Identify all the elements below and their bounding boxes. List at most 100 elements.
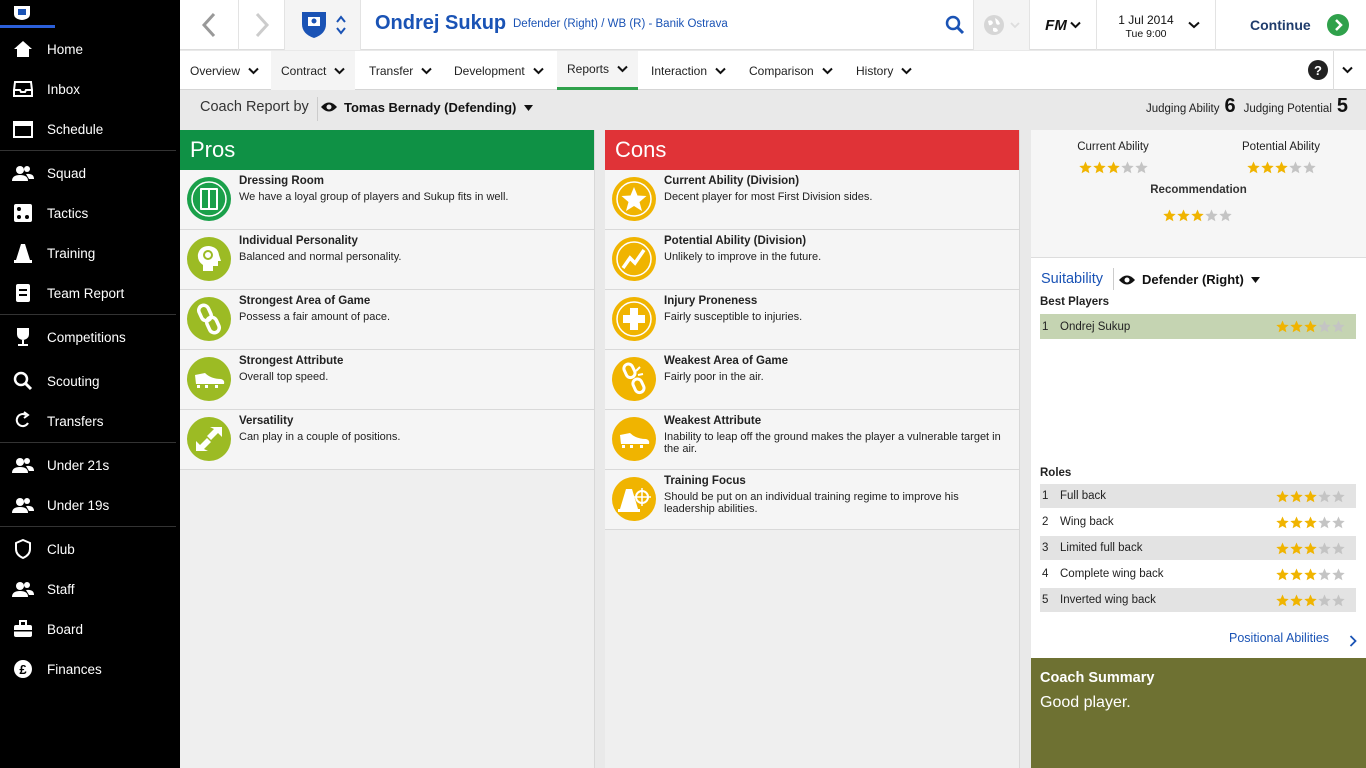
chevron-right-icon[interactable] (1349, 635, 1357, 647)
home-icon (12, 38, 34, 60)
divider (284, 0, 285, 50)
role-row[interactable]: 2 Wing back (1040, 510, 1356, 534)
sidebar-item-club[interactable]: Club (0, 529, 180, 569)
pound-icon: £ (12, 658, 34, 680)
forward-button[interactable] (239, 0, 284, 50)
cons-item[interactable]: Injury Proneness Fairly susceptible to i… (605, 290, 1019, 350)
star-filled-icon (1275, 161, 1288, 174)
cons-item[interactable]: Training Focus Should be put on an indiv… (605, 470, 1019, 530)
pros-item[interactable]: Versatility Can play in a couple of posi… (180, 410, 594, 470)
star-filled-icon (1107, 161, 1120, 174)
chain-icon (187, 297, 231, 341)
sidebar-item-training[interactable]: Training (0, 233, 180, 273)
role-row[interactable]: 3 Limited full back (1040, 536, 1356, 560)
sidebar-item-home[interactable]: Home (0, 29, 180, 69)
current-ability-label: Current Ability (1077, 141, 1149, 153)
star-empty-icon (1332, 568, 1345, 580)
search-button[interactable] (937, 0, 973, 50)
caret-down-icon[interactable] (1251, 277, 1260, 283)
tab-reports[interactable]: Reports (557, 51, 639, 90)
star-empty-icon (1303, 161, 1316, 174)
fm-logo: FM (1045, 16, 1067, 34)
coach-summary-panel: Coach Summary Good player. (1031, 658, 1366, 768)
judging-info: Judging Ability 6 Judging Potential 5 (1146, 95, 1348, 118)
position-selector[interactable]: Defender (Right) (1142, 272, 1244, 287)
club-selector-button[interactable] (285, 0, 360, 50)
sidebar-item-label: Finances (47, 661, 102, 677)
chevron-down-icon[interactable] (1342, 66, 1353, 74)
sidebar-item-competitions[interactable]: Competitions (0, 317, 180, 357)
role-rank: 3 (1042, 542, 1049, 554)
globe-menu-button[interactable] (974, 0, 1029, 50)
star-filled-icon (1177, 209, 1190, 222)
tab-interaction[interactable]: Interaction (651, 51, 726, 90)
sidebar-item-scouting[interactable]: Scouting (0, 361, 180, 401)
sidebar-item-label: Squad (47, 165, 87, 181)
chevron-down-icon[interactable] (1188, 21, 1200, 29)
transfer-icon (12, 410, 34, 432)
club-crest-icon[interactable] (12, 5, 32, 21)
sidebar-item-finances[interactable]: £ Finances (0, 649, 180, 689)
pros-item[interactable]: Strongest Area of Game Possess a fair am… (180, 290, 594, 350)
sidebar-item-under-21s[interactable]: Under 21s (0, 445, 180, 485)
item-title: Injury Proneness (664, 295, 758, 307)
star-empty-icon (1219, 209, 1232, 222)
cons-item[interactable]: Weakest Area of Game Fairly poor in the … (605, 350, 1019, 410)
divider (1215, 0, 1216, 50)
chevron-down-icon (1070, 21, 1081, 29)
inbox-icon (12, 78, 34, 100)
roles-label: Roles (1040, 467, 1072, 479)
cone-icon (12, 242, 34, 264)
cons-item[interactable]: Weakest Attribute Inability to leap off … (605, 410, 1019, 470)
sidebar-item-under-19s[interactable]: Under 19s (0, 485, 180, 525)
sidebar-item-label: Staff (47, 581, 75, 597)
continue-arrow-icon[interactable] (1327, 14, 1349, 36)
sidebar-item-squad[interactable]: Squad (0, 153, 180, 193)
coach-summary-title: Coach Summary (1040, 670, 1155, 686)
player-name[interactable]: Ondrej Sukup (375, 12, 507, 34)
item-description: Possess a fair amount of pace. (239, 311, 391, 323)
tab-overview[interactable]: Overview (190, 51, 259, 90)
date-display[interactable]: 1 Jul 2014 Tue 9:00 (1116, 13, 1176, 40)
tab-comparison[interactable]: Comparison (749, 51, 833, 90)
tab-transfer[interactable]: Transfer (369, 51, 432, 90)
tab-development[interactable]: Development (454, 51, 544, 90)
star-empty-icon (1205, 209, 1218, 222)
role-row[interactable]: 5 Inverted wing back (1040, 588, 1356, 612)
star-empty-icon (1318, 568, 1331, 580)
caret-down-icon[interactable] (524, 105, 533, 111)
pros-item[interactable]: Strongest Attribute Overall top speed. (180, 350, 594, 410)
back-button[interactable] (180, 0, 238, 50)
tab-history[interactable]: History (856, 51, 913, 90)
sidebar-item-inbox[interactable]: Inbox (0, 69, 180, 109)
coach-selector[interactable]: Tomas Bernady (Defending) (344, 100, 517, 115)
role-stars (1276, 490, 1356, 503)
current-date: 1 Jul 2014 (1118, 13, 1174, 27)
tab-bar: Overview Contract Transfer Development R… (180, 51, 1366, 90)
continue-button[interactable]: Continue (1250, 17, 1311, 33)
cons-item[interactable]: Current Ability (Division) Decent player… (605, 170, 1019, 230)
help-icon[interactable]: ? (1308, 60, 1328, 80)
tab-contract[interactable]: Contract (271, 51, 356, 90)
sidebar-item-schedule[interactable]: Schedule (0, 109, 180, 149)
sidebar: Home Inbox Schedule Squad Tactics Traini… (0, 0, 180, 768)
pros-item[interactable]: Dressing Room We have a loyal group of p… (180, 170, 594, 230)
role-row[interactable]: 1 Full back (1040, 484, 1356, 508)
best-player-row[interactable]: 1 Ondrej Sukup (1040, 314, 1356, 339)
item-title: Training Focus (664, 475, 746, 487)
player-description[interactable]: Defender (Right) / WB (R) - Banik Ostrav… (513, 18, 728, 30)
sidebar-item-staff[interactable]: Staff (0, 569, 180, 609)
trophy-icon (12, 326, 34, 348)
sidebar-item-board[interactable]: Board (0, 609, 180, 649)
cons-item[interactable]: Potential Ability (Division) Unlikely to… (605, 230, 1019, 290)
item-title: Dressing Room (239, 175, 324, 187)
chevron-down-icon (421, 67, 432, 74)
eye-icon (1119, 275, 1135, 285)
sidebar-item-tactics[interactable]: Tactics (0, 193, 180, 233)
pros-item[interactable]: Individual Personality Balanced and norm… (180, 230, 594, 290)
sidebar-item-team-report[interactable]: Team Report (0, 273, 180, 313)
fm-menu-button[interactable]: FM (1030, 0, 1096, 50)
sidebar-item-transfers[interactable]: Transfers (0, 401, 180, 441)
role-row[interactable]: 4 Complete wing back (1040, 562, 1356, 586)
positional-abilities-link[interactable]: Positional Abilities (1229, 631, 1330, 645)
